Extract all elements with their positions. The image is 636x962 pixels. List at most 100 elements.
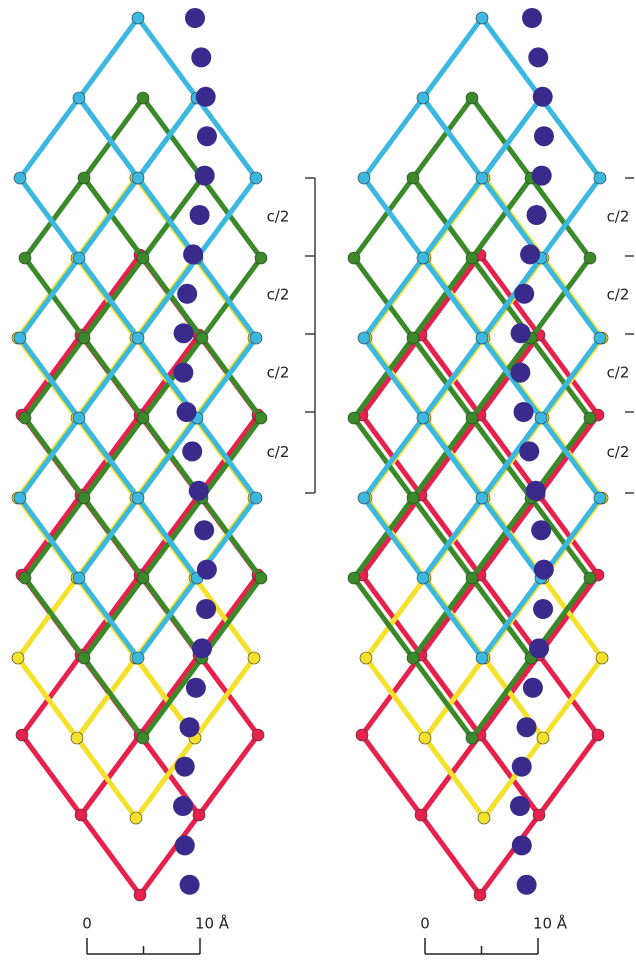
lattice-rhombus [354, 498, 472, 658]
lattice-atom [360, 652, 372, 664]
lattice-rhombus [354, 178, 472, 338]
period-label: c/2 [267, 364, 290, 382]
lattice-rhombus [413, 578, 531, 738]
scale-end: 10 Å [195, 914, 230, 933]
structure-panel [348, 8, 608, 901]
lattice-rhombus [472, 498, 590, 658]
lattice-atom [14, 492, 26, 504]
cation-dot [533, 87, 553, 107]
lattice-atom [250, 492, 262, 504]
lattice-atom [407, 332, 419, 344]
lattice-rhombus [423, 18, 541, 178]
lattice-atom [466, 252, 478, 264]
cation-dot [529, 638, 549, 658]
lattice-atom [193, 809, 205, 821]
cation-dot [183, 244, 203, 264]
lattice-atom [533, 809, 545, 821]
lattice-atom [130, 812, 142, 824]
lattice-atom [255, 412, 267, 424]
cation-dot [512, 757, 532, 777]
lattice-atom [584, 252, 596, 264]
lattice-atom [14, 172, 26, 184]
lattice-atom [78, 332, 90, 344]
lattice-atom [250, 332, 262, 344]
cation-dot [195, 166, 215, 186]
lattice-atom [78, 492, 90, 504]
lattice-atom [252, 729, 264, 741]
lattice-atom [73, 252, 85, 264]
lattice-atom [19, 252, 31, 264]
cation-dot [517, 875, 537, 895]
cation-dot [528, 47, 548, 67]
lattice-atom [476, 652, 488, 664]
cation-dot [175, 757, 195, 777]
lattice-atom [594, 492, 606, 504]
structure-panel [12, 8, 267, 901]
lattice-atom [132, 652, 144, 664]
cation-dot [191, 47, 211, 67]
cation-dot [192, 638, 212, 658]
lattice-atom [596, 652, 608, 664]
cation-dot [173, 363, 193, 383]
cation-dot [510, 796, 530, 816]
lattice-rhombus [364, 98, 482, 258]
lattice-atom [466, 572, 478, 584]
lattice-atom [132, 332, 144, 344]
lattice-atom [14, 332, 26, 344]
cation-dot [526, 481, 546, 501]
lattice-atom [476, 332, 488, 344]
cation-dot [527, 205, 547, 225]
lattice-atom [196, 332, 208, 344]
cation-dot [174, 323, 194, 343]
lattice-atom [137, 412, 149, 424]
lattice-atom [407, 652, 419, 664]
lattice-atom [537, 732, 549, 744]
lattice-atom [255, 572, 267, 584]
cation-dot [196, 87, 216, 107]
cation-dot [173, 796, 193, 816]
cation-dot [189, 481, 209, 501]
lattice-atom [419, 732, 431, 744]
lattice-atom [73, 412, 85, 424]
cation-dot [534, 126, 554, 146]
lattice-atom [137, 732, 149, 744]
lattice-atom [134, 889, 146, 901]
cation-dot [514, 402, 534, 422]
lattice-rhombus [354, 338, 472, 498]
lattice-atom [78, 172, 90, 184]
cation-dot [534, 560, 554, 580]
lattice-atom [594, 172, 606, 184]
cation-dot [182, 441, 202, 461]
period-label: c/2 [267, 286, 290, 304]
cation-dot [197, 560, 217, 580]
lattice-atom [466, 412, 478, 424]
lattice-atom [476, 12, 488, 24]
lattice-atom [16, 729, 28, 741]
cation-dot [175, 835, 195, 855]
scale-end: 10 Å [533, 914, 568, 933]
lattice-atom [358, 492, 370, 504]
lattice-atom [12, 652, 24, 664]
lattice-atom [250, 172, 262, 184]
lattice-atom [356, 729, 368, 741]
lattice-atom [592, 729, 604, 741]
period-label: c/2 [607, 364, 630, 382]
lattice-atom [417, 92, 429, 104]
lattice-atom [584, 572, 596, 584]
lattice-atom [584, 412, 596, 424]
lattice-atom [73, 572, 85, 584]
lattice-atom [19, 572, 31, 584]
lattice-atom [407, 172, 419, 184]
lattice-atom [73, 92, 85, 104]
period-label: c/2 [607, 286, 630, 304]
cation-dot [197, 126, 217, 146]
cation-dot [514, 284, 534, 304]
lattice-atom [417, 572, 429, 584]
lattice-atom [476, 492, 488, 504]
lattice-atom [137, 572, 149, 584]
cation-dot [532, 166, 552, 186]
period-label: c/2 [607, 208, 630, 226]
scale-start: 0 [82, 915, 92, 933]
period-label: c/2 [607, 443, 630, 461]
cation-dot [519, 441, 539, 461]
